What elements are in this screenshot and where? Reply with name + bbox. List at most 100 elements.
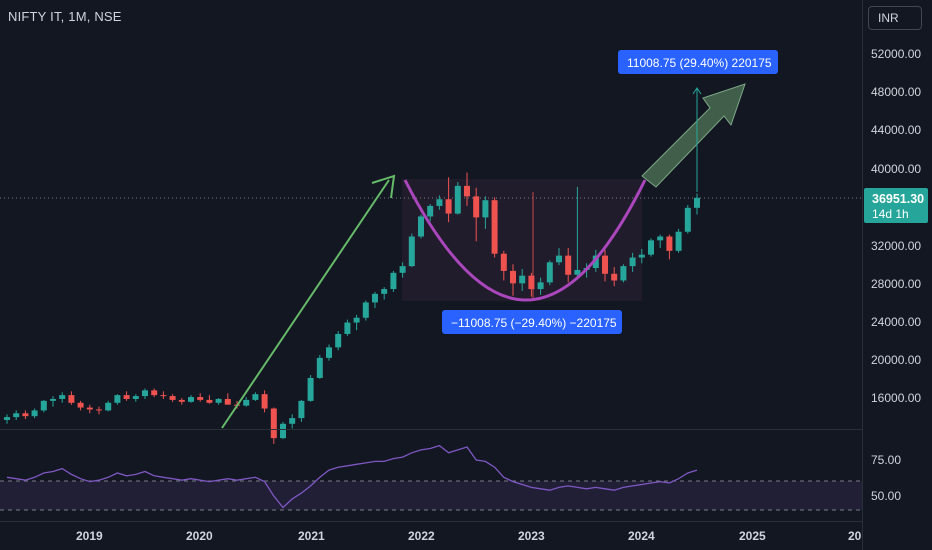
candle-body xyxy=(132,396,139,399)
candle-body xyxy=(519,275,526,284)
candle-body xyxy=(252,394,259,400)
candle-body xyxy=(648,240,654,255)
candle-body xyxy=(464,185,470,197)
candle-body xyxy=(289,418,296,424)
price-tick: 20000.00 xyxy=(871,353,921,367)
candle-body xyxy=(344,322,351,334)
cup-curve xyxy=(403,179,647,302)
last-price-value: 36951.30 xyxy=(872,192,924,206)
candle-body xyxy=(436,199,443,206)
price-tick: 28000.00 xyxy=(871,277,921,291)
candles xyxy=(4,172,700,444)
candle-body xyxy=(638,254,645,258)
candle-body xyxy=(50,398,56,401)
price-tick: 32000.00 xyxy=(871,239,921,253)
candle-body xyxy=(77,402,84,408)
candle-body xyxy=(537,282,544,290)
candle-body xyxy=(316,357,323,378)
price-tick: 24000.00 xyxy=(871,315,921,329)
candle-body xyxy=(675,231,682,251)
symbol-title: NIFTY IT, 1M, NSE xyxy=(8,9,122,24)
measure-label-down[interactable]: −11008.75 (−29.40%) −220175 xyxy=(442,310,622,334)
trend-arrow-up xyxy=(221,174,396,429)
candle-body xyxy=(381,289,388,294)
rsi-tick: 50.00 xyxy=(871,489,901,503)
candle-body xyxy=(22,413,29,417)
time-axis[interactable]: 2019 2020 2021 2022 2023 2024 2025 20 xyxy=(76,529,862,543)
projection-arrow xyxy=(641,83,746,188)
candle-body xyxy=(4,417,10,420)
candle-body xyxy=(31,410,38,417)
main-pane[interactable] xyxy=(0,83,862,444)
candle-body xyxy=(261,394,268,409)
candle-body xyxy=(197,397,204,400)
candle-body xyxy=(59,395,66,399)
candle-body xyxy=(96,409,102,411)
candle-body xyxy=(399,266,406,273)
last-price-badge: 36951.30 14d 1h xyxy=(864,188,928,223)
candle-body xyxy=(574,269,581,275)
price-axis[interactable]: 52000.00 48000.00 44000.00 40000.00 3200… xyxy=(871,47,921,405)
candle-body xyxy=(123,395,130,399)
candle-body xyxy=(105,402,112,411)
rsi-tick: 75.00 xyxy=(871,453,901,467)
candle-body xyxy=(473,196,480,218)
rsi-line xyxy=(6,444,698,509)
time-label: 2019 xyxy=(76,529,103,543)
candle-body xyxy=(40,400,47,411)
candle-body xyxy=(684,207,691,232)
candle-body xyxy=(592,255,599,269)
candle-body xyxy=(206,399,213,403)
candle-body xyxy=(243,399,250,406)
candle-body xyxy=(390,272,397,290)
measure-down-text: −11008.75 (−29.40%) −220175 xyxy=(451,316,617,330)
candle-body xyxy=(629,257,636,267)
rsi-pane[interactable] xyxy=(0,444,862,511)
candle-body xyxy=(528,275,535,290)
time-label: 2022 xyxy=(408,529,435,543)
candle-body xyxy=(510,270,516,284)
time-label: 2024 xyxy=(628,529,655,543)
candle-body xyxy=(169,396,176,400)
candle-body xyxy=(307,377,314,401)
candle-body xyxy=(353,317,360,323)
candle-body xyxy=(335,333,342,348)
price-tick: 40000.00 xyxy=(871,162,921,176)
time-label: 20 xyxy=(848,529,862,543)
time-label: 2021 xyxy=(298,529,325,543)
candle-body xyxy=(500,253,507,271)
candle-body xyxy=(372,293,378,303)
candle-body xyxy=(326,347,332,358)
candle-body xyxy=(657,236,664,241)
price-tick: 48000.00 xyxy=(871,85,921,99)
candle-body xyxy=(178,399,185,402)
currency-button[interactable]: INR xyxy=(868,6,922,30)
candle-body xyxy=(611,273,618,281)
price-tick: 52000.00 xyxy=(871,47,921,61)
candle-body xyxy=(114,395,121,403)
candle-body xyxy=(602,255,608,274)
candle-body xyxy=(620,266,627,281)
time-label: 2020 xyxy=(186,529,213,543)
candle-body xyxy=(298,400,305,419)
candle-body xyxy=(445,199,452,214)
measure-vertical xyxy=(532,87,702,298)
candle-body xyxy=(68,395,75,403)
candle-body xyxy=(362,302,369,318)
candle-body xyxy=(142,390,148,397)
candle-body xyxy=(13,413,20,418)
candle-body xyxy=(565,255,572,275)
candle-body xyxy=(694,197,700,208)
candle-body xyxy=(224,398,231,405)
candle-body xyxy=(491,200,498,254)
candle-body xyxy=(151,390,158,396)
measure-label-up[interactable]: 11008.75 (29.40%) 220175 xyxy=(618,50,778,74)
candle-body xyxy=(427,205,434,217)
rsi-band xyxy=(0,481,862,510)
candle-body xyxy=(280,423,286,439)
rsi-axis[interactable]: 75.00 50.00 xyxy=(871,453,901,503)
time-label: 2023 xyxy=(518,529,545,543)
candle-body xyxy=(556,255,562,263)
candle-body xyxy=(215,398,222,403)
